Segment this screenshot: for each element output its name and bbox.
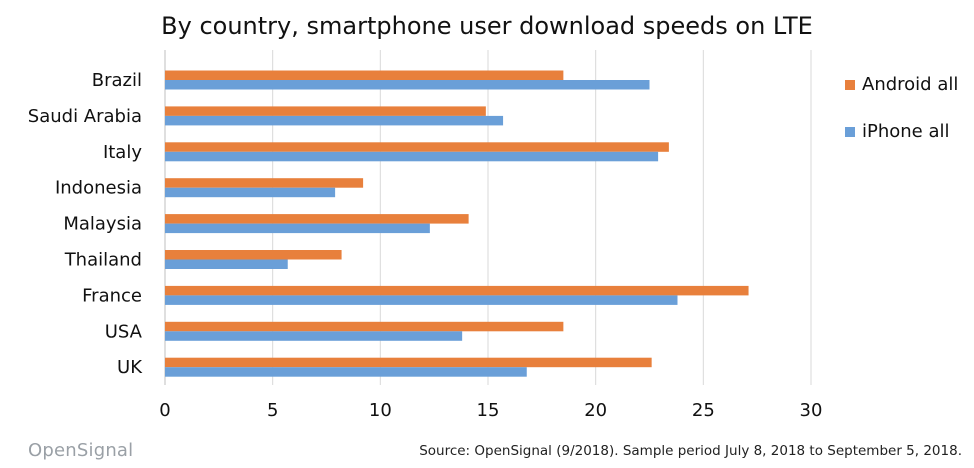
x-tick-label: 20 xyxy=(584,400,607,421)
bar-iphone-all-france xyxy=(165,295,678,305)
chart-title: By country, smartphone user download spe… xyxy=(161,12,813,40)
bar-android-all-thailand xyxy=(165,250,342,260)
category-label: UK xyxy=(117,357,143,378)
bar-android-all-france xyxy=(165,285,749,296)
bar-iphone-all-italy xyxy=(165,151,659,162)
legend-swatch xyxy=(845,80,855,90)
bar-android-all-usa xyxy=(165,321,564,332)
legend-swatch xyxy=(845,127,855,137)
x-tick-label: 15 xyxy=(477,400,500,421)
x-tick-label: 0 xyxy=(159,400,170,421)
x-tick-label: 10 xyxy=(369,400,392,421)
bar-iphone-all-malaysia xyxy=(165,223,430,234)
bar-android-all-uk xyxy=(165,357,652,368)
category-label: Thailand xyxy=(64,250,142,271)
category-labels: Brazil Saudi Arabia Italy Indonesia Malaysia… xyxy=(28,70,143,378)
category-label: Saudi Arabia xyxy=(28,106,142,127)
category-label: Indonesia xyxy=(55,178,142,199)
bar-iphone-all-saudi-arabia xyxy=(165,115,504,126)
bar-iphone-all-usa xyxy=(165,331,463,341)
x-tick-label: 25 xyxy=(692,400,715,421)
source-note: Source: OpenSignal (9/2018). Sample peri… xyxy=(419,443,962,459)
bar-android-all-malaysia xyxy=(165,214,469,224)
legend-label: iPhone all xyxy=(862,121,950,142)
bar-android-all-indonesia xyxy=(165,178,364,188)
legend-label: Android all xyxy=(862,74,958,95)
x-axis-ticks: 0 5 10 15 20 25 30 xyxy=(159,400,822,421)
bar-iphone-all-thailand xyxy=(165,259,288,269)
bar-android-all-brazil xyxy=(165,70,564,80)
category-label: Brazil xyxy=(92,70,142,91)
category-label: France xyxy=(82,285,142,306)
category-label: USA xyxy=(105,321,143,342)
bar-iphone-all-indonesia xyxy=(165,187,336,198)
bar-android-all-italy xyxy=(165,142,669,152)
bar-iphone-all-brazil xyxy=(165,80,650,90)
legend: Android all iPhone all xyxy=(845,74,958,142)
x-tick-label: 30 xyxy=(800,400,823,421)
category-label: Malaysia xyxy=(63,214,142,235)
category-label: Italy xyxy=(103,142,142,163)
x-tick-label: 5 xyxy=(267,400,278,421)
bar-iphone-all-uk xyxy=(165,367,527,377)
bars xyxy=(165,70,749,377)
opensignal-logo: OpenSignal xyxy=(28,440,134,461)
bar-android-all-saudi-arabia xyxy=(165,106,486,116)
